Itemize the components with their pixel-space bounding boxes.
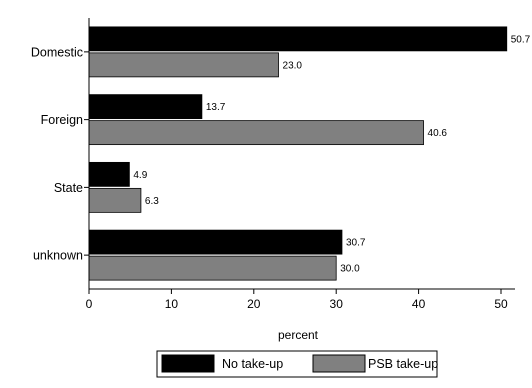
bar-psb-take-up-domestic: [88, 52, 279, 78]
data-label-no-take-up-domestic: 50.7: [511, 34, 531, 45]
data-label-psb-take-up-domestic: 23.0: [283, 60, 303, 71]
bar-no-take-up-unknown: [88, 229, 343, 255]
bar-no-take-up-state: [88, 161, 130, 187]
bar-psb-take-up-state: [88, 187, 142, 213]
x-tick-label-40: 40: [412, 297, 426, 311]
plot-area: 50.7 23.0 13.7 40.6 4.9 6.3 30.7 30.0: [88, 26, 531, 281]
data-label-no-take-up-state: 4.9: [133, 170, 147, 181]
legend-label-no-take-up: No take-up: [222, 357, 283, 371]
x-axis-ticks: 0 10 20 30 40 50: [86, 289, 508, 311]
data-label-no-take-up-unknown: 30.7: [346, 238, 366, 249]
data-label-psb-take-up-state: 6.3: [145, 196, 159, 207]
data-label-no-take-up-foreign: 13.7: [206, 102, 226, 113]
x-tick-label-0: 0: [86, 297, 93, 311]
legend: No take-up PSB take-up: [156, 350, 438, 378]
bar-psb-take-up-unknown: [88, 255, 337, 281]
y-axis-categories: Domestic Foreign State unknown: [31, 45, 89, 263]
category-label-domestic: Domestic: [31, 45, 83, 59]
legend-swatch-no-take-up: [161, 354, 215, 373]
category-label-state: State: [54, 181, 83, 195]
legend-label-psb-take-up: PSB take-up: [368, 357, 438, 371]
x-tick-label-20: 20: [247, 297, 261, 311]
bar-no-take-up-domestic: [88, 26, 508, 52]
data-label-psb-take-up-unknown: 30.0: [340, 264, 360, 275]
category-label-foreign: Foreign: [41, 113, 83, 127]
bar-psb-take-up-foreign: [88, 120, 424, 146]
data-label-psb-take-up-foreign: 40.6: [428, 128, 448, 139]
x-tick-label-30: 30: [330, 297, 344, 311]
x-axis-title: percent: [278, 328, 319, 342]
bar-no-take-up-foreign: [88, 94, 203, 120]
x-tick-label-10: 10: [165, 297, 179, 311]
legend-swatch-psb-take-up: [312, 354, 366, 373]
x-tick-label-50: 50: [494, 297, 508, 311]
category-label-unknown: unknown: [33, 249, 83, 263]
